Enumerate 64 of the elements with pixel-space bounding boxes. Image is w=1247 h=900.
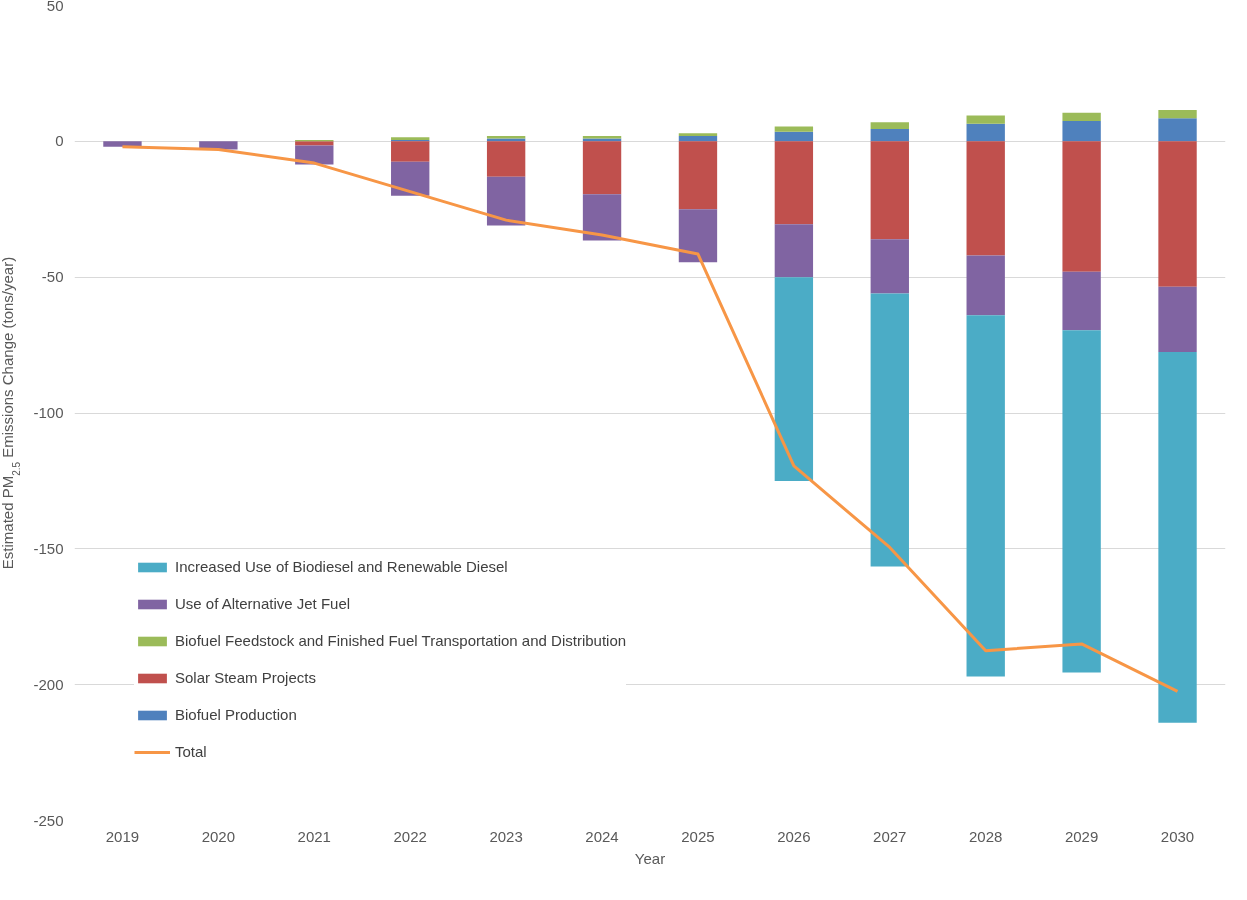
bar: [966, 115, 1005, 124]
bar: [1158, 141, 1197, 287]
x-tick-label: 2022: [393, 827, 427, 845]
bar: [1062, 271, 1101, 331]
x-tick-label: 2029: [1064, 827, 1099, 845]
x-tick-label: 2030: [1160, 827, 1195, 845]
bar: [678, 135, 718, 142]
bar: [486, 141, 526, 177]
x-tick-label: 2021: [297, 827, 331, 845]
bar: [1062, 141, 1101, 272]
bar: [678, 133, 718, 136]
bar: [1062, 330, 1101, 673]
y-tick-label: -250: [33, 811, 64, 829]
bar: [870, 129, 909, 142]
legend-label: Use of Alternative Jet Fuel: [175, 595, 351, 612]
bar: [486, 176, 526, 226]
bar: [678, 209, 718, 263]
bar: [1158, 286, 1197, 352]
bar: [966, 123, 1005, 142]
y-tick-label: -150: [33, 539, 64, 557]
legend-label: Increased Use of Biodiesel and Renewable Diesel: [175, 558, 508, 575]
bar: [870, 239, 909, 294]
x-tick-label: 2020: [201, 827, 236, 845]
bar: [1062, 120, 1101, 142]
bar: [966, 141, 1005, 256]
bar: [391, 141, 430, 162]
x-tick-label: 2027: [873, 827, 907, 845]
bar: [1158, 118, 1197, 142]
y-tick-label: -100: [33, 404, 64, 421]
bar: [966, 255, 1005, 316]
bar: [870, 141, 909, 240]
bar: [1062, 112, 1101, 121]
bar: [391, 161, 430, 196]
bar: [1158, 351, 1197, 723]
bar: [295, 141, 334, 146]
bar: [774, 141, 814, 225]
bar: [870, 293, 909, 567]
x-tick-label: 2024: [585, 827, 619, 845]
bar: [774, 126, 814, 132]
bar: [774, 131, 814, 142]
y-tick-label: -200: [33, 675, 64, 693]
bar: [870, 122, 909, 130]
legend-label: Biofuel Production: [175, 706, 297, 723]
legend-label: Total: [175, 743, 207, 760]
y-tick-label: 50: [46, 0, 64, 14]
y-tick-label: -50: [41, 268, 64, 286]
bar: [582, 194, 622, 241]
legend-label: Biofuel Feedstock and Finished Fuel Transportation and Distribution: [175, 632, 627, 649]
legend-label: Solar Steam Projects: [175, 669, 316, 686]
x-tick-label: 2019: [105, 827, 140, 845]
y-tick-label: 0: [55, 132, 64, 150]
bar: [774, 224, 814, 278]
x-tick-label: 2028: [969, 827, 1003, 845]
bar: [966, 315, 1005, 677]
bar: [678, 141, 718, 210]
x-tick-label: 2026: [777, 827, 811, 845]
line-series: [120, 145, 1180, 693]
bar: [774, 277, 814, 481]
y-axis-title: Estimated PM2.5 Emissions Change (tons/year): [0, 256, 22, 570]
x-tick-label: 2023: [489, 827, 523, 845]
bar: [1158, 110, 1197, 119]
x-tick-label: 2025: [681, 827, 715, 845]
bar: [582, 141, 622, 195]
x-axis-title: Year: [634, 849, 666, 867]
